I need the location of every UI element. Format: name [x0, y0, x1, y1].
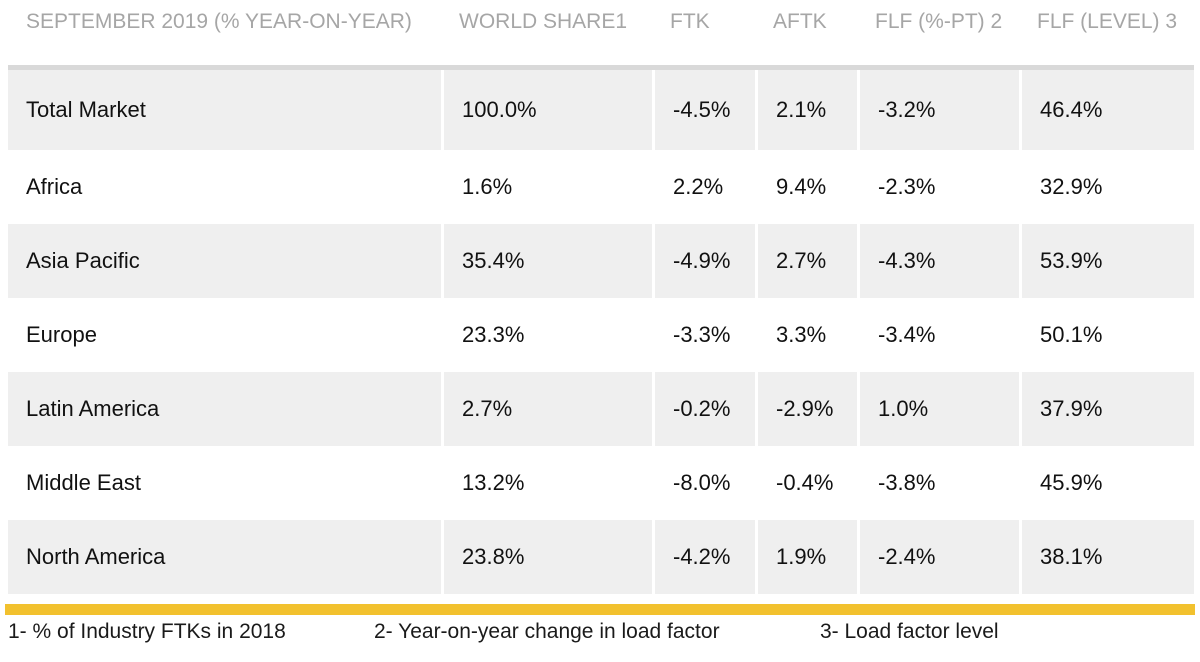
cell-flf-pt: -3.2% — [857, 70, 1019, 150]
cell-flf-level: 38.1% — [1019, 520, 1194, 594]
cell-region: Asia Pacific — [8, 224, 441, 298]
header-world-share: WORLD SHARE1 — [441, 0, 652, 70]
header-aftk: AFTK — [755, 0, 857, 70]
air-cargo-table: SEPTEMBER 2019 (% YEAR-ON-YEAR) WORLD SH… — [8, 0, 1194, 594]
cell-flf-level: 45.9% — [1019, 446, 1194, 520]
footnote-3: 3- Load factor level — [820, 620, 999, 643]
cell-ftk: 2.2% — [652, 150, 755, 224]
table-row: Total Market 100.0% -4.5% 2.1% -3.2% 46.… — [8, 70, 1194, 150]
cell-region: Total Market — [8, 70, 441, 150]
footnote-1: 1- % of Industry FTKs in 2018 — [8, 620, 286, 643]
table-row: Latin America 2.7% -0.2% -2.9% 1.0% 37.9… — [8, 372, 1194, 446]
cell-world-share: 23.8% — [441, 520, 652, 594]
cell-flf-level: 53.9% — [1019, 224, 1194, 298]
cell-region: Latin America — [8, 372, 441, 446]
cell-region: Africa — [8, 150, 441, 224]
cell-flf-pt: -4.3% — [857, 224, 1019, 298]
cell-region: Europe — [8, 298, 441, 372]
cell-flf-level: 37.9% — [1019, 372, 1194, 446]
cell-region: Middle East — [8, 446, 441, 520]
header-flf-pt: FLF (%-PT) 2 — [857, 0, 1019, 70]
cell-flf-level: 46.4% — [1019, 70, 1194, 150]
cell-aftk: 2.1% — [755, 70, 857, 150]
cell-ftk: -4.2% — [652, 520, 755, 594]
cell-aftk: -2.9% — [755, 372, 857, 446]
cell-aftk: 9.4% — [755, 150, 857, 224]
cell-world-share: 1.6% — [441, 150, 652, 224]
cell-flf-pt: -3.4% — [857, 298, 1019, 372]
cell-world-share: 100.0% — [441, 70, 652, 150]
cell-flf-pt: -2.3% — [857, 150, 1019, 224]
cell-ftk: -0.2% — [652, 372, 755, 446]
cell-world-share: 13.2% — [441, 446, 652, 520]
cell-flf-pt: -3.8% — [857, 446, 1019, 520]
cell-world-share: 2.7% — [441, 372, 652, 446]
cell-world-share: 35.4% — [441, 224, 652, 298]
cell-aftk: 2.7% — [755, 224, 857, 298]
cell-aftk: 1.9% — [755, 520, 857, 594]
cell-aftk: -0.4% — [755, 446, 857, 520]
data-table-container: SEPTEMBER 2019 (% YEAR-ON-YEAR) WORLD SH… — [8, 0, 1194, 594]
cell-ftk: -3.3% — [652, 298, 755, 372]
table-row: Africa 1.6% 2.2% 9.4% -2.3% 32.9% — [8, 150, 1194, 224]
table-header-row: SEPTEMBER 2019 (% YEAR-ON-YEAR) WORLD SH… — [8, 0, 1194, 70]
cell-flf-pt: 1.0% — [857, 372, 1019, 446]
cell-ftk: -4.9% — [652, 224, 755, 298]
cell-flf-pt: -2.4% — [857, 520, 1019, 594]
header-flf-level: FLF (LEVEL) 3 — [1019, 0, 1194, 70]
table-row: North America 23.8% -4.2% 1.9% -2.4% 38.… — [8, 520, 1194, 594]
cell-ftk: -8.0% — [652, 446, 755, 520]
cell-flf-level: 32.9% — [1019, 150, 1194, 224]
cell-ftk: -4.5% — [652, 70, 755, 150]
table-row: Asia Pacific 35.4% -4.9% 2.7% -4.3% 53.9… — [8, 224, 1194, 298]
header-region: SEPTEMBER 2019 (% YEAR-ON-YEAR) — [8, 0, 441, 70]
cell-region: North America — [8, 520, 441, 594]
cell-flf-level: 50.1% — [1019, 298, 1194, 372]
header-ftk: FTK — [652, 0, 755, 70]
table-row: Middle East 13.2% -8.0% -0.4% -3.8% 45.9… — [8, 446, 1194, 520]
table-row: Europe 23.3% -3.3% 3.3% -3.4% 50.1% — [8, 298, 1194, 372]
cell-aftk: 3.3% — [755, 298, 857, 372]
cell-world-share: 23.3% — [441, 298, 652, 372]
accent-divider — [5, 604, 1195, 615]
footnote-2: 2- Year-on-year change in load factor — [374, 620, 720, 643]
